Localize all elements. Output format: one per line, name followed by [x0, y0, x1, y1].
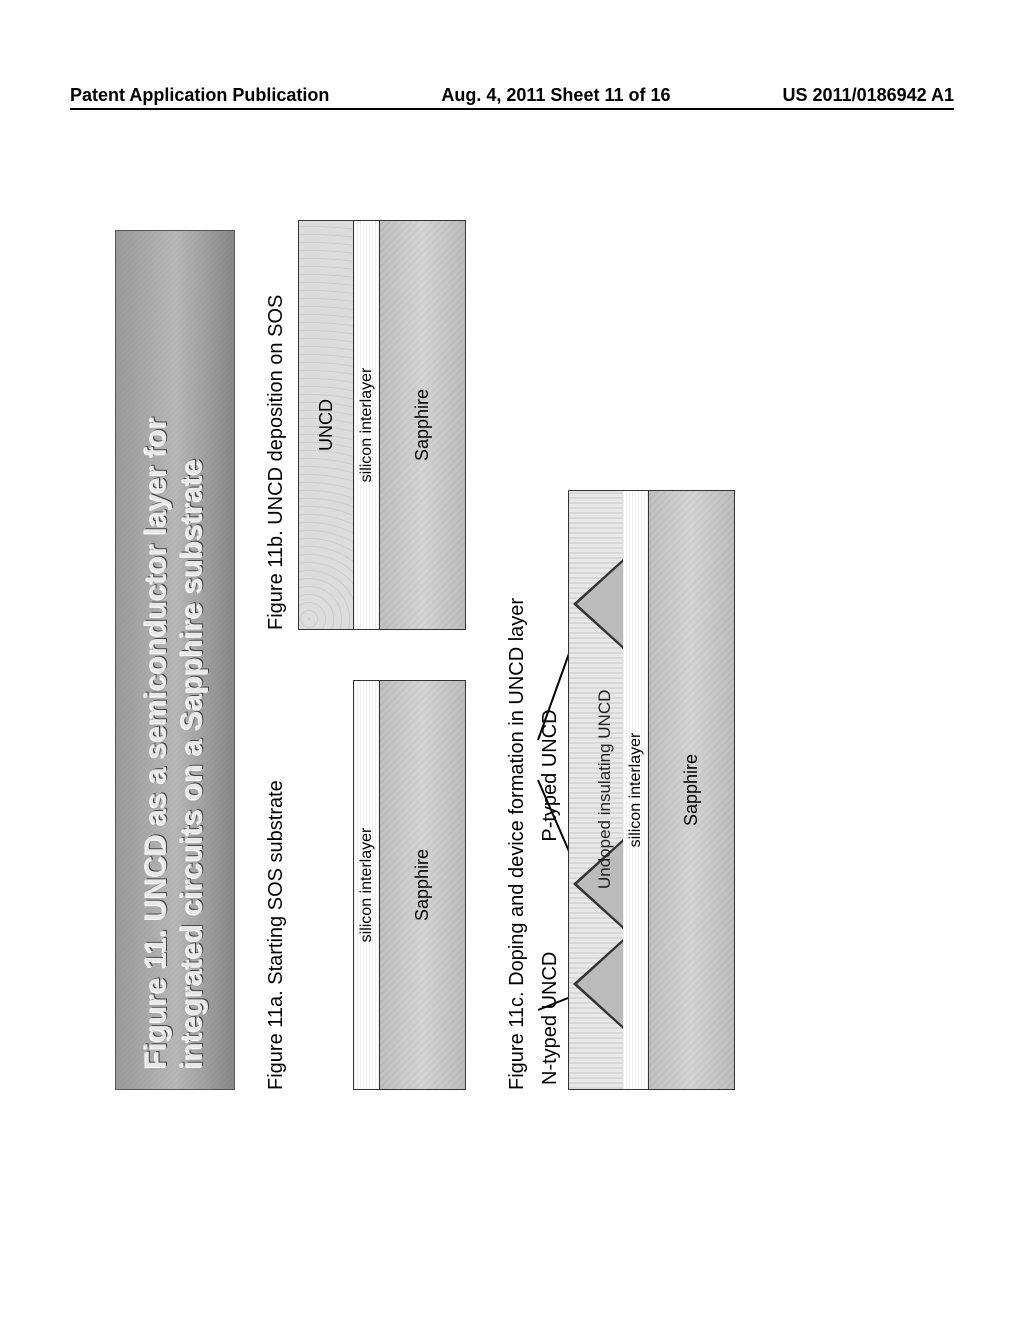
- figure-11b: Figure 11b. UNCD deposition on SOS UNCD …: [265, 220, 466, 630]
- header-right: US 2011/0186942 A1: [783, 85, 954, 106]
- fig-b-stack: UNCD silicon interlayer Sapphire: [298, 220, 466, 630]
- header-left: Patent Application Publication: [70, 85, 329, 106]
- fig-c-label-row: N-typed UNCD P-typed UNCD: [539, 490, 562, 1085]
- fig-b-caption: Figure 11b. UNCD deposition on SOS: [265, 220, 288, 630]
- fig-b-uncd-layer: UNCD: [299, 221, 354, 629]
- header-center: Aug. 4, 2011 Sheet 11 of 16: [441, 85, 670, 106]
- title-line1: Figure 11. UNCD as a semiconductor layer…: [139, 231, 175, 1069]
- fig-c-caption: Figure 11c. Doping and device formation …: [506, 490, 529, 1090]
- fig-c-stack: silicon interlayer Sapphire: [623, 490, 735, 1090]
- fig-a-stack: silicon interlayer Sapphire: [353, 680, 466, 1090]
- figure-title-banner: Figure 11. UNCD as a semiconductor layer…: [115, 230, 235, 1090]
- fig-a-caption: Figure 11a. Starting SOS substrate: [265, 680, 288, 1090]
- p-typed-label: P-typed UNCD: [539, 709, 562, 841]
- fig-b-sapphire-layer: Sapphire: [380, 221, 465, 629]
- n-typed-label: N-typed UNCD: [539, 952, 562, 1085]
- header-rule: [70, 108, 954, 110]
- figure-11a: Figure 11a. Starting SOS substrate silic…: [265, 680, 466, 1090]
- undoped-label: Undoped insulating UNCD: [595, 690, 615, 889]
- title-line2: integrated circuits on a Sapphire substr…: [175, 231, 211, 1069]
- fig-a-sapphire-layer: Sapphire: [380, 681, 465, 1089]
- figure-content: Figure 11. UNCD as a semiconductor layer…: [75, 260, 945, 1050]
- fig-b-silicon-layer: silicon interlayer: [354, 221, 380, 629]
- fig-c-sapphire-layer: Sapphire: [649, 491, 734, 1089]
- fig-c-silicon-layer: silicon interlayer: [623, 491, 649, 1089]
- figure-11c: Figure 11c. Doping and device formation …: [506, 490, 735, 1090]
- page-header: Patent Application Publication Aug. 4, 2…: [70, 85, 954, 106]
- fig-a-silicon-layer: silicon interlayer: [354, 681, 380, 1089]
- fig-c-device-row: Undoped insulating UNCD: [568, 490, 623, 1090]
